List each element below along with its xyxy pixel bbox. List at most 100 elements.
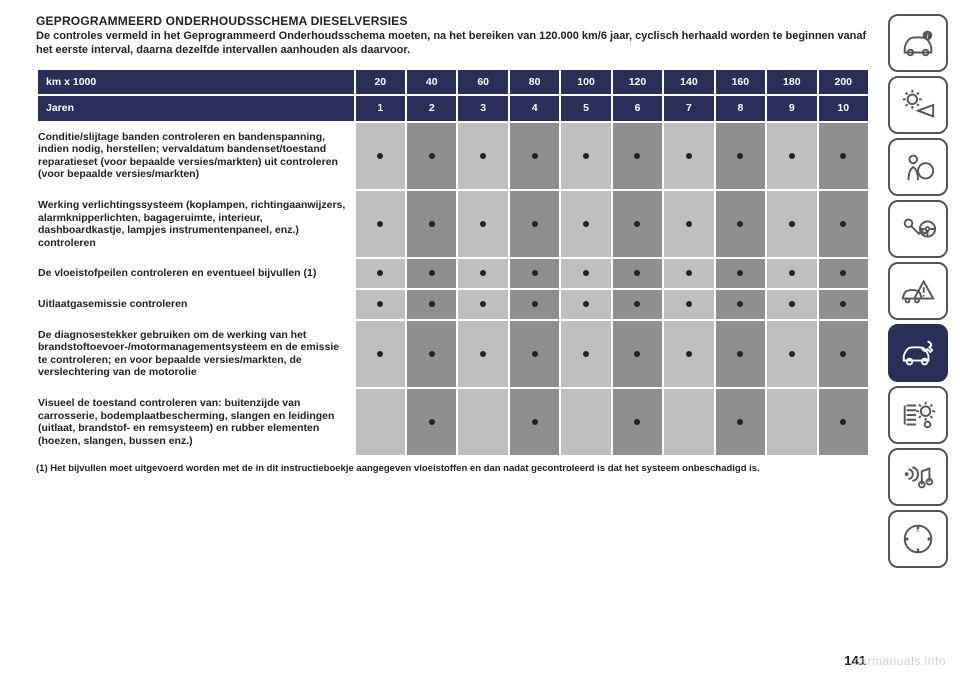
table-row-label: Visueel de toestand controleren van: bui… [38,389,354,455]
dot-icon [737,419,743,425]
crash-warning-icon[interactable] [888,262,948,320]
table-cell [664,321,713,387]
table-cell [561,290,610,319]
dot-icon [480,351,486,357]
table-cell [561,191,610,257]
dot-icon [429,153,435,159]
dot-icon [634,270,640,276]
table-cell [716,290,765,319]
header-years-val: 5 [561,96,610,121]
header-km-val: 140 [664,70,713,95]
table-row-label: Uitlaatgasemissie controleren [38,290,354,319]
dot-icon [532,270,538,276]
table-cell [458,389,507,455]
dot-icon [532,351,538,357]
header-years-label: Jaren [38,96,354,121]
main-content: GEPROGRAMMEERD ONDERHOUDSSCHEMA DIESELVE… [0,0,888,678]
table-cell [356,191,405,257]
table-cell [819,389,868,455]
table-row-label: De vloeistofpeilen controleren en eventu… [38,259,354,288]
key-steering-icon[interactable] [888,200,948,258]
dot-icon [480,221,486,227]
dot-icon [737,270,743,276]
car-info-icon[interactable]: i [888,14,948,72]
settings-list-icon[interactable] [888,386,948,444]
header-years-val: 2 [407,96,456,121]
table-cell [356,389,405,455]
dot-icon [480,301,486,307]
header-years-val: 7 [664,96,713,121]
dot-icon [789,270,795,276]
header-years-val: 1 [356,96,405,121]
dot-icon [377,270,383,276]
dot-icon [480,270,486,276]
dot-icon [583,351,589,357]
table-cell [407,259,456,288]
header-years-val: 8 [716,96,765,121]
dot-icon [789,221,795,227]
dot-icon [737,221,743,227]
table-cell [767,259,816,288]
dot-icon [840,301,846,307]
dot-icon [583,153,589,159]
header-years-val: 3 [458,96,507,121]
table-cell [767,321,816,387]
dot-icon [737,351,743,357]
header-years-val: 9 [767,96,816,121]
dot-icon [686,270,692,276]
dot-icon [429,351,435,357]
dot-icon [429,419,435,425]
table-cell [407,290,456,319]
svg-text:S: S [916,548,920,554]
table-cell [716,321,765,387]
lights-icon[interactable] [888,76,948,134]
media-icon[interactable] [888,448,948,506]
dot-icon [634,351,640,357]
table-cell [664,290,713,319]
dot-icon [377,351,383,357]
table-cell [664,389,713,455]
table-cell [356,123,405,189]
table-cell [356,290,405,319]
header-km-val: 60 [458,70,507,95]
dot-icon [686,221,692,227]
table-cell [767,389,816,455]
dot-icon [429,301,435,307]
dot-icon [532,301,538,307]
car-service-icon[interactable] [888,324,948,382]
table-cell [510,123,559,189]
table-cell [819,321,868,387]
table-cell [407,321,456,387]
header-km-val: 180 [767,70,816,95]
table-cell [510,389,559,455]
table-cell [664,123,713,189]
header-km-val: 160 [716,70,765,95]
dot-icon [840,419,846,425]
header-km-val: 200 [819,70,868,95]
table-cell [613,321,662,387]
header-km-val: 40 [407,70,456,95]
header-years-val: 6 [613,96,662,121]
table-cell [561,389,610,455]
maintenance-table: km x 100020406080100120140160180200Jaren… [36,68,870,458]
dot-icon [840,351,846,357]
dot-icon [583,270,589,276]
dot-icon [429,270,435,276]
table-cell [458,123,507,189]
dot-icon [634,153,640,159]
table-cell [510,321,559,387]
compass-icon[interactable]: ZESB [888,510,948,568]
table-cell [510,259,559,288]
airbag-icon[interactable] [888,138,948,196]
dot-icon [377,221,383,227]
dot-icon [583,221,589,227]
table-cell [767,290,816,319]
table-row-label: Werking verlichtingssysteem (koplampen, … [38,191,354,257]
dot-icon [634,221,640,227]
table-cell [613,123,662,189]
table-cell [458,290,507,319]
table-cell [613,389,662,455]
table-cell [458,191,507,257]
table-cell [716,191,765,257]
dot-icon [532,221,538,227]
